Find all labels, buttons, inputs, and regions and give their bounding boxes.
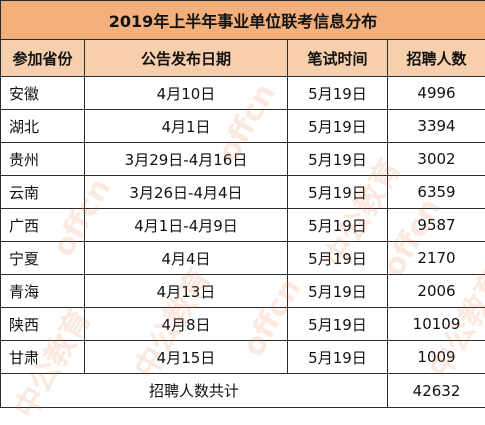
cell-recruit-count: 10109 [388, 308, 485, 341]
cell-recruit-count: 4996 [388, 77, 485, 110]
cell-province: 陕西 [1, 308, 85, 341]
header-province: 参加省份 [1, 40, 85, 77]
table-row: 青海 4月13日 5月19日 2006 [1, 275, 485, 308]
cell-announce-date: 4月1日 [85, 110, 288, 143]
total-count: 42632 [388, 374, 485, 408]
cell-exam-date: 5月19日 [288, 77, 388, 110]
cell-announce-date: 4月13日 [85, 275, 288, 308]
cell-announce-date: 4月1日-4月9日 [85, 209, 288, 242]
cell-recruit-count: 3394 [388, 110, 485, 143]
table-row: 云南 3月26日-4月4日 5月19日 6359 [1, 176, 485, 209]
cell-exam-date: 5月19日 [288, 110, 388, 143]
cell-recruit-count: 2006 [388, 275, 485, 308]
cell-announce-date: 4月10日 [85, 77, 288, 110]
total-label: 招聘人数共计 [1, 374, 388, 408]
cell-exam-date: 5月19日 [288, 341, 388, 374]
table-row: 贵州 3月29日-4月16日 5月19日 3002 [1, 143, 485, 176]
cell-province: 贵州 [1, 143, 85, 176]
cell-recruit-count: 3002 [388, 143, 485, 176]
cell-recruit-count: 6359 [388, 176, 485, 209]
table-row: 甘肃 4月15日 5月19日 1009 [1, 341, 485, 374]
cell-announce-date: 3月29日-4月16日 [85, 143, 288, 176]
cell-exam-date: 5月19日 [288, 275, 388, 308]
table-row: 陕西 4月8日 5月19日 10109 [1, 308, 485, 341]
cell-announce-date: 4月8日 [85, 308, 288, 341]
table-title-row: 2019年上半年事业单位联考信息分布 [1, 1, 485, 40]
table-row: 湖北 4月1日 5月19日 3394 [1, 110, 485, 143]
cell-province: 宁夏 [1, 242, 85, 275]
header-row: 参加省份 公告发布日期 笔试时间 招聘人数 [1, 40, 485, 77]
cell-recruit-count: 2170 [388, 242, 485, 275]
table-title: 2019年上半年事业单位联考信息分布 [1, 1, 485, 40]
cell-province: 云南 [1, 176, 85, 209]
recruitment-table: 2019年上半年事业单位联考信息分布 参加省份 公告发布日期 笔试时间 招聘人数… [0, 0, 485, 408]
cell-announce-date: 4月4日 [85, 242, 288, 275]
cell-exam-date: 5月19日 [288, 209, 388, 242]
table-row: 宁夏 4月4日 5月19日 2170 [1, 242, 485, 275]
cell-exam-date: 5月19日 [288, 242, 388, 275]
cell-recruit-count: 1009 [388, 341, 485, 374]
table-row: 广西 4月1日-4月9日 5月19日 9587 [1, 209, 485, 242]
header-exam-date: 笔试时间 [288, 40, 388, 77]
cell-province: 青海 [1, 275, 85, 308]
total-row: 招聘人数共计 42632 [1, 374, 485, 408]
cell-exam-date: 5月19日 [288, 308, 388, 341]
cell-exam-date: 5月19日 [288, 176, 388, 209]
cell-province: 湖北 [1, 110, 85, 143]
cell-exam-date: 5月19日 [288, 143, 388, 176]
header-recruit-count: 招聘人数 [388, 40, 485, 77]
cell-province: 甘肃 [1, 341, 85, 374]
cell-announce-date: 3月26日-4月4日 [85, 176, 288, 209]
cell-province: 广西 [1, 209, 85, 242]
header-announce-date: 公告发布日期 [85, 40, 288, 77]
recruitment-table-image: 2019年上半年事业单位联考信息分布 参加省份 公告发布日期 笔试时间 招聘人数… [0, 0, 485, 412]
table-row: 安徽 4月10日 5月19日 4996 [1, 77, 485, 110]
cell-province: 安徽 [1, 77, 85, 110]
cell-announce-date: 4月15日 [85, 341, 288, 374]
cell-recruit-count: 9587 [388, 209, 485, 242]
